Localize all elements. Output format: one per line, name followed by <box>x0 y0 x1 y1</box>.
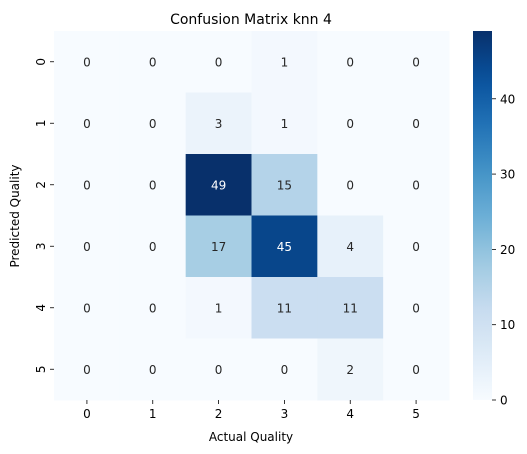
cell-value-label: 0 <box>412 55 420 69</box>
colorbar-ticks: 0 10 20 30 40 <box>492 92 515 408</box>
x-tick-label: 0 <box>83 407 91 421</box>
cell-value-label: 1 <box>215 301 223 315</box>
cell-value-label: 0 <box>83 301 91 315</box>
heatmap-cell <box>119 31 187 93</box>
cell-value-label: 11 <box>343 301 358 315</box>
cell-value-label: 15 <box>277 178 292 192</box>
colorbar-tick-label: 10 <box>500 318 515 332</box>
cell-value-label: 0 <box>83 240 91 254</box>
chart-title: Confusion Matrix knn 4 <box>170 12 332 28</box>
colorbar-tick-label: 40 <box>500 92 515 106</box>
x-tick-label: 4 <box>346 407 354 421</box>
cell-value-label: 0 <box>346 117 354 131</box>
heatmap-cell <box>119 92 187 155</box>
cell-value-label: 0 <box>149 117 157 131</box>
cell-value-label: 0 <box>83 178 91 192</box>
heatmap-cell <box>54 215 121 278</box>
cell-value-label: 0 <box>83 55 91 69</box>
y-tick-label: 4 <box>34 304 48 312</box>
cell-value-label: 0 <box>412 301 420 315</box>
heatmap-cell <box>185 92 252 155</box>
heatmap-cell <box>317 92 384 155</box>
cell-value-label: 49 <box>211 178 226 192</box>
x-tick-label: 2 <box>215 407 223 421</box>
heatmap-cells <box>54 31 450 401</box>
cell-value-label: 4 <box>346 240 354 254</box>
cell-value-label: 0 <box>412 363 420 377</box>
heatmap-cell <box>383 31 450 93</box>
cell-value-label: 11 <box>277 301 292 315</box>
cell-value-label: 17 <box>211 240 226 254</box>
x-tick-label: 3 <box>281 407 289 421</box>
heatmap-cell <box>317 215 384 278</box>
heatmap-cell <box>251 215 318 278</box>
cell-value-label: 0 <box>346 178 354 192</box>
y-tick-label: 0 <box>34 58 48 66</box>
heatmap-cell <box>317 31 384 93</box>
cell-value-label: 0 <box>346 55 354 69</box>
heatmap-cell <box>119 277 187 339</box>
heatmap-cell <box>251 338 318 401</box>
cell-value-label: 0 <box>149 240 157 254</box>
y-tick-label: 2 <box>34 181 48 189</box>
heatmap-cell <box>317 338 384 401</box>
cell-value-label: 0 <box>412 178 420 192</box>
heatmap-cell <box>251 92 318 155</box>
colorbar <box>473 31 492 400</box>
heatmap-cell <box>185 215 252 278</box>
x-axis-label: Actual Quality <box>209 430 293 444</box>
cell-value-label: 3 <box>215 117 223 131</box>
heatmap-cell <box>119 154 187 216</box>
heatmap-cell <box>54 31 121 93</box>
cell-value-label: 1 <box>281 55 289 69</box>
heatmap-cell <box>383 154 450 216</box>
heatmap-cell <box>185 338 252 401</box>
y-axis-label: Predicted Quality <box>8 164 22 267</box>
heatmap-cell <box>317 154 384 216</box>
colorbar-tick-label: 20 <box>500 243 515 257</box>
heatmap-cell <box>185 31 252 93</box>
cell-value-label: 0 <box>281 363 289 377</box>
heatmap-annotations: 0 0 0 1 0 00 0 3 1 0 00 0 49 15 0 00 0 17 45 4 00 0 1 11 11 00 0 0 0… <box>83 55 420 377</box>
heatmap-cell <box>383 277 450 339</box>
heatmap-cell <box>54 277 121 339</box>
y-axis: 0 1 2 3 4 5 <box>34 58 54 373</box>
colorbar-tick-label: 30 <box>500 168 515 182</box>
x-tick-label: 5 <box>412 407 420 421</box>
x-axis: 0 1 2 3 4 5 <box>83 400 420 421</box>
heatmap-cell <box>54 92 121 155</box>
cell-value-label: 1 <box>281 117 289 131</box>
y-tick-label: 5 <box>34 365 48 373</box>
heatmap-cell <box>119 338 187 401</box>
heatmap-cell <box>54 154 121 216</box>
heatmap-cell <box>383 338 450 401</box>
heatmap-cell <box>251 31 318 93</box>
cell-value-label: 0 <box>149 55 157 69</box>
heatmap-cell <box>251 277 318 339</box>
cell-value-label: 0 <box>83 117 91 131</box>
heatmap-cell <box>383 215 450 278</box>
cell-value-label: 0 <box>215 55 223 69</box>
heatmap-cell <box>317 277 384 339</box>
cell-value-label: 0 <box>83 363 91 377</box>
colorbar-tick-label: 0 <box>500 394 508 408</box>
heatmap-cell <box>383 92 450 155</box>
heatmap-cell <box>185 154 252 216</box>
heatmap-cell <box>119 215 187 278</box>
heatmap-cell <box>54 338 121 401</box>
y-tick-label: 1 <box>34 119 48 127</box>
y-tick-label: 3 <box>34 242 48 250</box>
cell-value-label: 2 <box>346 363 354 377</box>
cell-value-label: 45 <box>277 240 292 254</box>
cell-value-label: 0 <box>149 301 157 315</box>
cell-value-label: 0 <box>215 363 223 377</box>
x-tick-label: 1 <box>149 407 157 421</box>
heatmap-cell <box>185 277 252 339</box>
cell-value-label: 0 <box>412 117 420 131</box>
cell-value-label: 0 <box>412 240 420 254</box>
cell-value-label: 0 <box>149 178 157 192</box>
cell-value-label: 0 <box>149 363 157 377</box>
heatmap-cell <box>251 154 318 216</box>
